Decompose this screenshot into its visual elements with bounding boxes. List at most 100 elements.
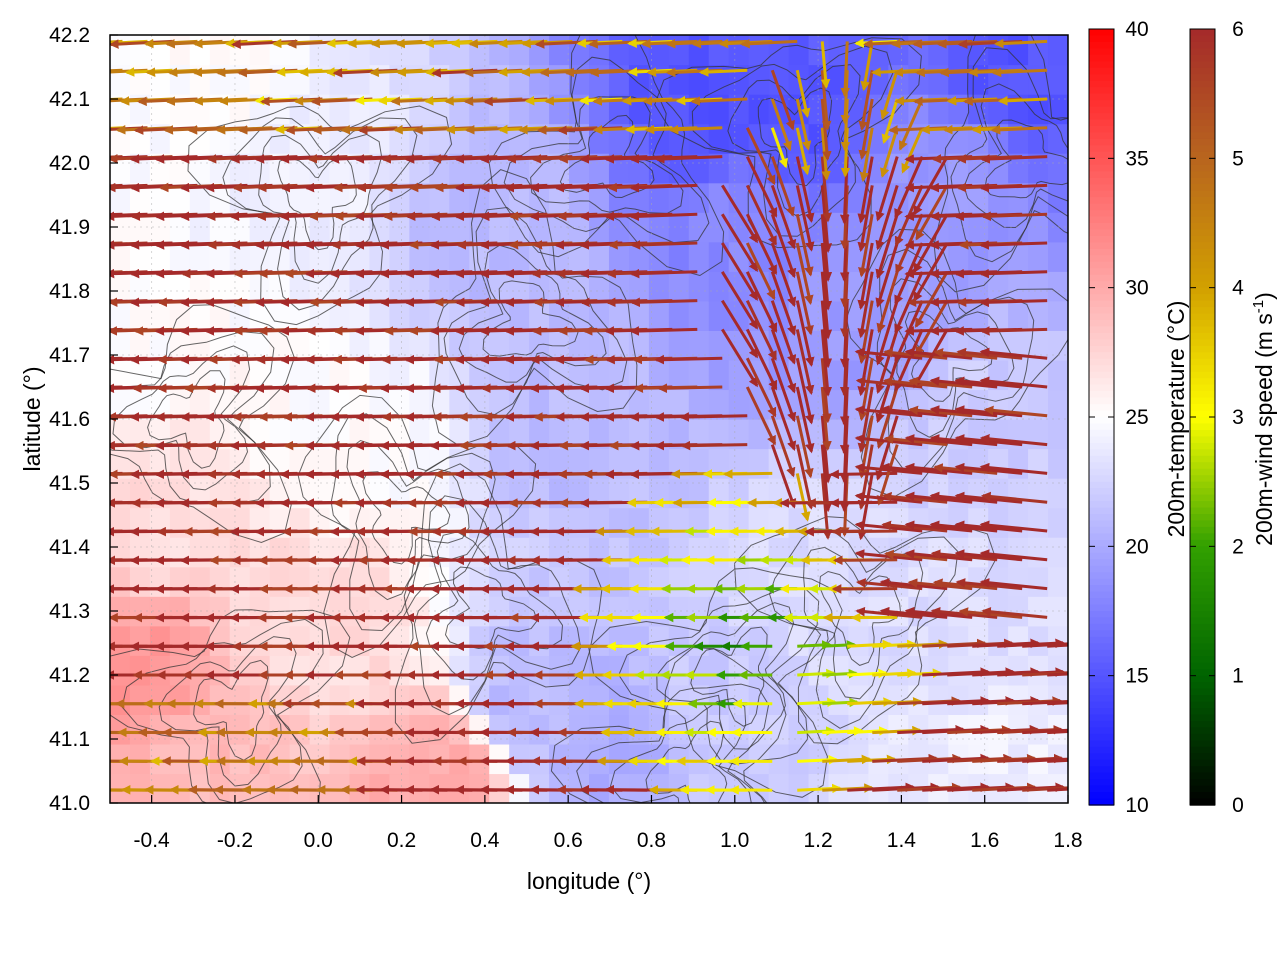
temperature-colorbar-segment <box>1089 235 1114 244</box>
heatmap-cell <box>389 330 410 361</box>
heatmap-cell <box>469 743 490 775</box>
heatmap-cell <box>129 507 151 538</box>
heatmap-cell <box>888 507 909 538</box>
heatmap-cell <box>1008 300 1029 331</box>
heatmap-cell <box>688 330 710 361</box>
heatmap-cell <box>369 655 391 686</box>
y-tick-label: 41.5 <box>49 472 90 495</box>
heatmap-cell <box>668 241 690 272</box>
heatmap-cell <box>389 773 410 803</box>
temperature-colorbar-segment <box>1089 462 1114 470</box>
heatmap-cell <box>988 241 1009 272</box>
heatmap-cell <box>1008 212 1029 243</box>
heatmap-cell <box>908 684 929 715</box>
heatmap-cell <box>708 35 730 66</box>
wind-colorbar-segment <box>1190 313 1215 321</box>
heatmap-cell <box>608 300 630 331</box>
heatmap-cell <box>309 537 331 568</box>
heatmap-cell <box>688 478 710 509</box>
wind-colorbar-segment <box>1190 494 1215 502</box>
heatmap-cell <box>110 300 131 331</box>
wind-colorbar-segment <box>1190 229 1215 237</box>
temperature-colorbar-segment <box>1089 682 1114 690</box>
heatmap-cell <box>828 655 850 686</box>
wind-colorbar-segment <box>1190 533 1215 541</box>
wind-vector <box>745 328 778 391</box>
wind-colorbar-segment <box>1190 417 1215 425</box>
wind-colorbar-tick-label: 3 <box>1232 406 1244 429</box>
temperature-colorbar-segment <box>1089 643 1114 651</box>
heatmap-cell <box>648 389 670 420</box>
heatmap-cell <box>549 714 570 745</box>
heatmap-cell <box>269 537 291 568</box>
heatmap-cell <box>1048 153 1068 184</box>
temperature-colorbar-segment <box>1089 468 1114 476</box>
temperature-colorbar-segment <box>1089 371 1114 379</box>
wind-vector <box>833 555 898 566</box>
heatmap-cell <box>369 714 391 745</box>
wind-colorbar-segment <box>1190 177 1215 185</box>
heatmap-cell <box>149 537 171 568</box>
wind-vector <box>745 386 777 446</box>
heatmap-cell <box>828 743 850 775</box>
wind-colorbar-segment <box>1190 740 1215 748</box>
heatmap-cell <box>509 625 530 656</box>
heatmap-cell <box>549 35 570 66</box>
heatmap-cell <box>589 419 610 450</box>
temperature-colorbar-segment <box>1089 177 1114 185</box>
heatmap-cell <box>329 743 351 775</box>
heatmap-cell <box>668 271 690 302</box>
temperature-colorbar-segment <box>1089 546 1114 554</box>
heatmap-cell <box>149 300 171 331</box>
wind-colorbar-segment <box>1190 216 1215 224</box>
heatmap-cell <box>509 537 530 568</box>
wind-vector <box>721 299 759 359</box>
y-tick-label: 41.6 <box>49 408 90 431</box>
wind-vector <box>629 182 698 193</box>
temperature-colorbar-segment <box>1089 598 1114 606</box>
heatmap-cell <box>129 743 151 775</box>
temperature-colorbar-segment <box>1089 164 1114 172</box>
wind-colorbar-segment <box>1190 455 1215 463</box>
wind-colorbar-tick-label: 4 <box>1232 277 1244 300</box>
contour-line <box>576 683 770 803</box>
contour-line <box>425 531 564 681</box>
heatmap-cell <box>349 714 371 745</box>
heatmap-cell <box>289 271 311 302</box>
temperature-colorbar-segment <box>1089 320 1114 328</box>
heatmap-cell <box>1048 271 1068 302</box>
heatmap-cell <box>349 330 371 361</box>
temperature-colorbar-segment <box>1089 552 1114 560</box>
heatmap-cell <box>409 35 430 66</box>
wind-colorbar-segment <box>1190 235 1215 244</box>
heatmap-cell <box>708 153 730 184</box>
heatmap-cell <box>329 359 351 391</box>
temperature-colorbar-segment <box>1089 501 1114 509</box>
x-tick-label: 0.8 <box>637 829 666 852</box>
heatmap-cell <box>668 330 690 361</box>
heatmap-cell <box>229 271 251 302</box>
x-axis-title: longitude (°) <box>527 868 651 894</box>
wind-colorbar-segment <box>1190 488 1215 496</box>
heatmap-cell <box>728 359 750 391</box>
heatmap-cell <box>349 655 371 686</box>
temperature-colorbar-segment <box>1089 287 1114 295</box>
heatmap-cell <box>129 537 151 568</box>
heatmap-cell <box>868 123 889 154</box>
heatmap-cell <box>628 625 650 656</box>
heatmap-cell <box>868 182 889 213</box>
heatmap-cell <box>688 419 710 450</box>
heatmap-cell <box>1048 359 1068 391</box>
heatmap-cell <box>728 123 750 154</box>
heatmap-cell <box>289 566 311 597</box>
temperature-colorbar-segment <box>1089 223 1114 231</box>
heatmap-cell <box>1028 153 1049 184</box>
heatmap-cell <box>668 300 690 331</box>
heatmap-cell <box>429 35 450 66</box>
heatmap-cell <box>688 537 710 568</box>
heatmap-cell <box>489 300 510 331</box>
temperature-colorbar-segment <box>1089 294 1114 302</box>
heatmap-cell <box>429 389 450 420</box>
temperature-colorbar-segment <box>1089 753 1114 761</box>
heatmap-cell <box>249 448 271 479</box>
